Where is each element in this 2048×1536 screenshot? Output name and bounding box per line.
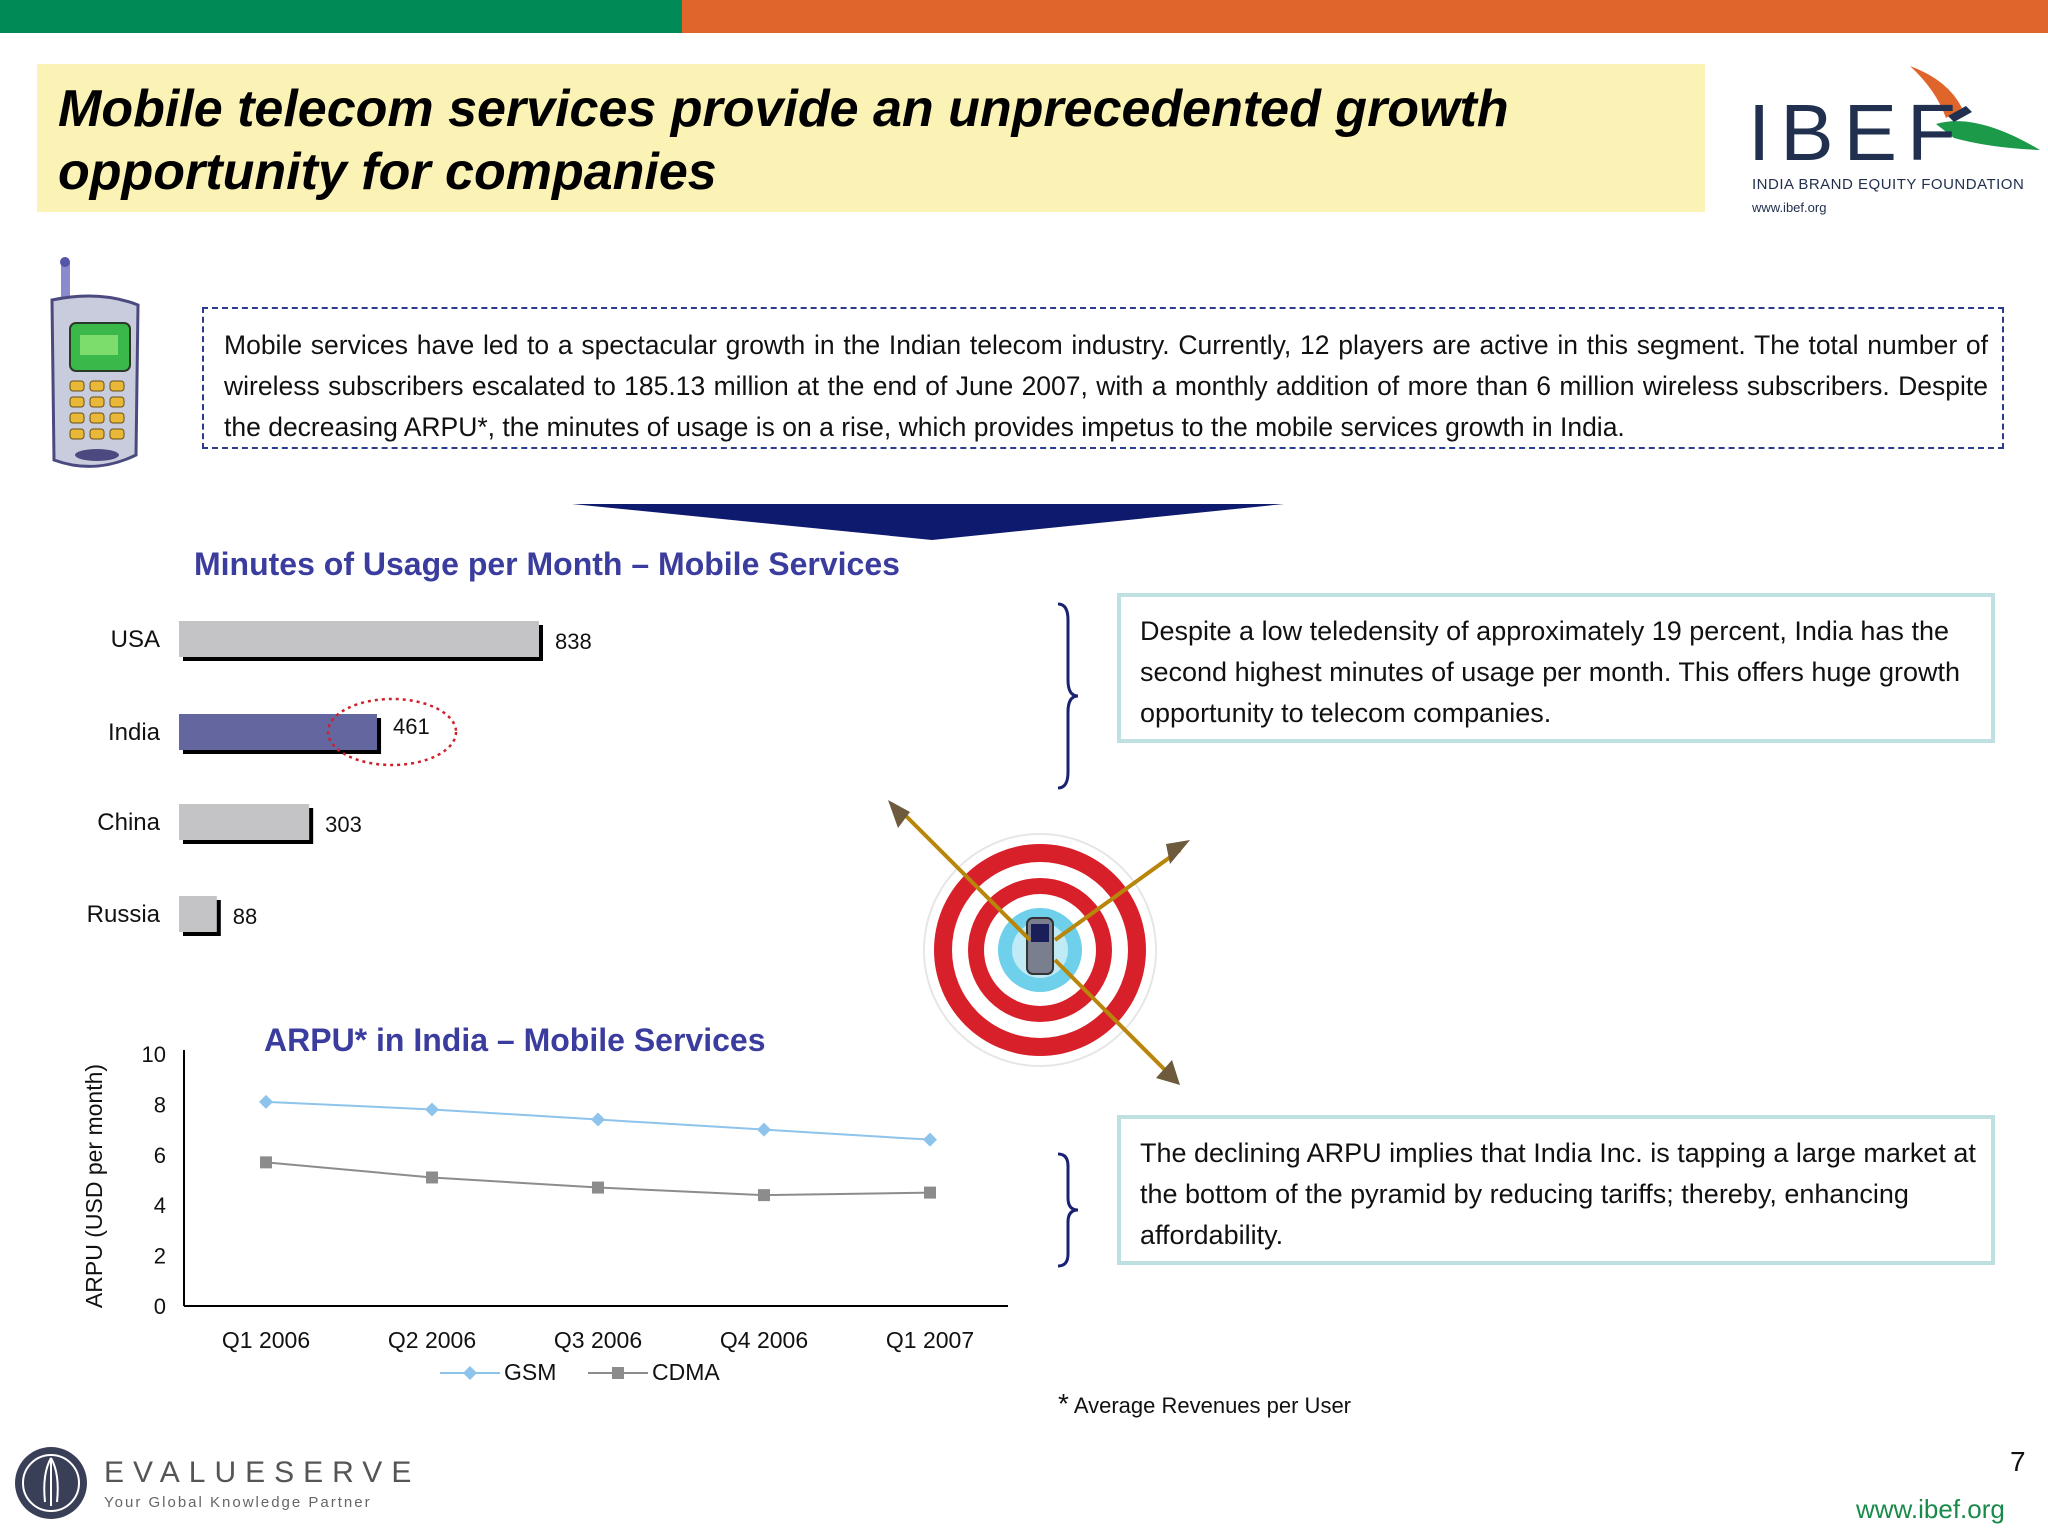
page-title: Mobile telecom services provide an unpre…	[58, 78, 1678, 204]
bar-label-russia: Russia	[87, 901, 161, 928]
minutes-of-usage-bar-chart: USA 838 India 461 China 303 Russia 88	[87, 621, 592, 936]
callout-box-arpu	[1117, 1115, 1995, 1265]
ibef-logo-url: www.ibef.org	[1752, 200, 1827, 215]
point-gsm-2	[591, 1112, 605, 1127]
evalueserve-tagline: Your Global Knowledge Partner	[104, 1494, 372, 1511]
bar-india	[179, 714, 378, 750]
top-green-bar	[0, 0, 682, 33]
arrow-banner	[572, 504, 1284, 540]
ibef-logo-name: IBEF	[1748, 88, 1966, 177]
callout-text-arpu: The declining ARPU implies that India In…	[1140, 1138, 1976, 1250]
bar-value-india: 461	[393, 714, 430, 739]
x-tick-label-0: Q1 2006	[222, 1327, 310, 1353]
bar-label-india: India	[108, 719, 161, 746]
bar-russia	[179, 896, 217, 932]
footer-url[interactable]: www.ibef.org	[1856, 1494, 2005, 1524]
legend-marker-cdma	[612, 1367, 624, 1379]
legend-marker-gsm	[463, 1366, 477, 1380]
x-tick-label-1: Q2 2006	[388, 1327, 476, 1353]
footnote: * Average Revenues per User	[1058, 1388, 1351, 1420]
page-title-line-2: opportunity for companies	[58, 143, 717, 201]
x-tick-label-2: Q3 2006	[554, 1327, 642, 1353]
footnote-text: Average Revenues per User	[1073, 1393, 1352, 1418]
y-tick-label-8: 8	[154, 1092, 166, 1117]
y-tick-label-10: 10	[142, 1042, 166, 1067]
bar-value-china: 303	[325, 812, 362, 837]
bar-usa	[179, 621, 540, 657]
top-orange-bar	[682, 0, 2048, 33]
line-chart-title: ARPU* in India – Mobile Services	[264, 1022, 766, 1058]
y-tick-label-4: 4	[154, 1193, 166, 1218]
x-tick-label-4: Q1 2007	[886, 1327, 974, 1353]
ibef-logo-subtitle: INDIA BRAND EQUITY FOUNDATION	[1752, 176, 2025, 193]
bar-label-usa: USA	[111, 626, 160, 653]
bar-value-usa: 838	[555, 629, 592, 654]
callout-text-teledensity: Despite a low teledensity of approximate…	[1140, 616, 1960, 728]
bar-value-russia: 88	[233, 904, 257, 929]
bar-china	[179, 804, 310, 840]
intro-text: Mobile services have led to a spectacula…	[224, 330, 1988, 442]
ibef-bird-icon	[1910, 66, 2040, 150]
title-banner	[37, 64, 1705, 212]
point-cdma-1	[426, 1171, 438, 1184]
point-cdma-2	[592, 1181, 604, 1194]
y-tick-label-6: 6	[154, 1143, 166, 1168]
evalueserve-name: EVALUESERVE	[104, 1456, 421, 1489]
callout-box-teledensity	[1117, 593, 1995, 743]
bar-chart-title: Minutes of Usage per Month – Mobile Serv…	[194, 546, 900, 582]
y-tick-label-2: 2	[154, 1244, 166, 1269]
y-tick-label-0: 0	[154, 1294, 166, 1319]
target-with-phone-icon	[888, 800, 1190, 1085]
mobile-phone-icon	[50, 257, 140, 468]
point-gsm-4	[923, 1132, 937, 1147]
curly-brace-icon-2	[1057, 1152, 1079, 1268]
legend-label-cdma: CDMA	[652, 1359, 720, 1385]
point-cdma-0	[260, 1156, 272, 1169]
ibef-logo: IBEF INDIA BRAND EQUITY FOUNDATION www.i…	[1740, 40, 2040, 220]
point-cdma-4	[924, 1186, 936, 1199]
point-gsm-3	[757, 1122, 771, 1137]
point-gsm-1	[425, 1102, 439, 1117]
evalueserve-logo-icon	[15, 1447, 87, 1519]
y-axis-label: ARPU (USD per month)	[81, 1064, 107, 1308]
highlight-ellipse	[326, 697, 458, 767]
curly-brace-icon	[1057, 602, 1079, 790]
intro-box	[202, 307, 2004, 449]
x-tick-label-3: Q4 2006	[720, 1327, 808, 1353]
bar-label-china: China	[97, 809, 160, 836]
arpu-line-chart: 0 2 4 6 8 10 Q1 2006 Q2 2006 Q3 2006 Q4 2006 Q1 20…	[81, 1042, 1008, 1385]
page-title-line-1: Mobile telecom services provide an unpre…	[58, 80, 1509, 138]
legend-label-gsm: GSM	[504, 1359, 556, 1385]
footnote-star: *	[1058, 1388, 1069, 1419]
point-cdma-3	[758, 1189, 770, 1202]
page-number: 7	[2010, 1446, 2026, 1477]
point-gsm-0	[259, 1094, 273, 1109]
